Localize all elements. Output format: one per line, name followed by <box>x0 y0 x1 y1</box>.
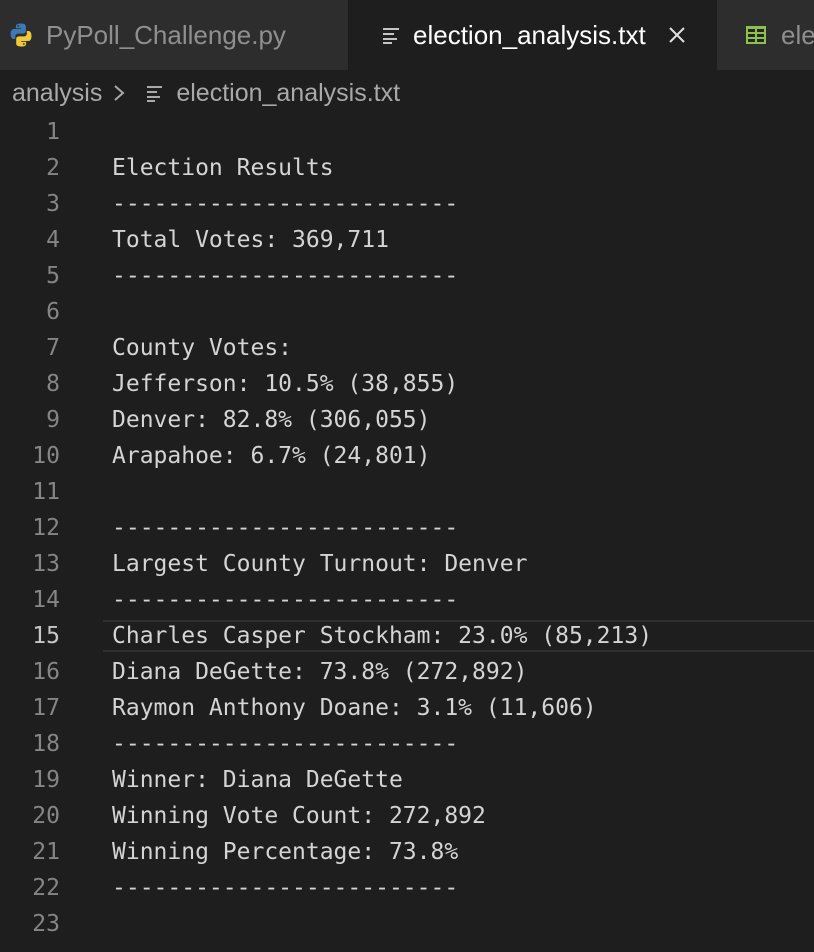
tab-label: election_analysis.txt <box>413 19 646 50</box>
line-text: Denver: 82.8% (306,055) <box>112 407 431 433</box>
line-text: Largest County Turnout: Denver <box>112 551 528 577</box>
text-file-icon <box>383 28 399 44</box>
line-number: 18 <box>32 731 60 757</box>
line-text: Total Votes: 369,711 <box>112 227 389 253</box>
editor-line: 11 <box>0 474 814 510</box>
line-text: Winner: Diana DeGette <box>112 767 403 793</box>
editor-line: 4 Total Votes: 369,711 <box>0 222 814 258</box>
line-text: ------------------------- <box>112 731 459 757</box>
editor-line-active: 15 Charles Casper Stockham: 23.0% (85,213… <box>0 618 814 654</box>
line-number: 11 <box>32 479 60 505</box>
editor-line: 3 ------------------------- <box>0 186 814 222</box>
line-number: 3 <box>46 191 60 217</box>
line-text: Diana DeGette: 73.8% (272,892) <box>112 659 528 685</box>
tab-bar: PyPoll_Challenge.py election_analysis.tx… <box>0 0 814 70</box>
editor-line: 12 ------------------------- <box>0 510 814 546</box>
line-number: 1 <box>46 119 60 145</box>
line-text: ------------------------- <box>112 515 459 541</box>
line-number: 19 <box>32 767 60 793</box>
line-number: 14 <box>32 587 60 613</box>
line-number: 8 <box>46 371 60 397</box>
editor-line: 14 ------------------------- <box>0 582 814 618</box>
editor-line: 2 Election Results <box>0 150 814 186</box>
line-number: 15 <box>32 623 60 649</box>
editor-line: 17 Raymon Anthony Doane: 3.1% (11,606) <box>0 690 814 726</box>
line-text: Jefferson: 10.5% (38,855) <box>112 371 459 397</box>
editor-line: 16 Diana DeGette: 73.8% (272,892) <box>0 654 814 690</box>
breadcrumb: analysis election_analysis.txt <box>0 70 814 116</box>
editor-line: 5 ------------------------- <box>0 258 814 294</box>
line-text: Raymon Anthony Doane: 3.1% (11,606) <box>112 695 597 721</box>
line-text: ------------------------- <box>112 191 459 217</box>
line-number: 21 <box>32 839 60 865</box>
csv-table-icon <box>746 26 766 44</box>
line-text: Winning Percentage: 73.8% <box>112 839 459 865</box>
editor-line: 18 ------------------------- <box>0 726 814 762</box>
line-number: 12 <box>32 515 60 541</box>
line-number: 6 <box>46 299 60 325</box>
editor-line: 21 Winning Percentage: 73.8% <box>0 834 814 870</box>
editor[interactable]: 1 2 Election Results 3 -------------------… <box>0 114 814 952</box>
tab-label: PyPoll_Challenge.py <box>46 19 286 50</box>
line-number: 16 <box>32 659 60 685</box>
line-number: 5 <box>46 263 60 289</box>
editor-line: 19 Winner: Diana DeGette <box>0 762 814 798</box>
line-number: 17 <box>32 695 60 721</box>
editor-line: 7 County Votes: <box>0 330 814 366</box>
line-number: 20 <box>32 803 60 829</box>
line-text: County Votes: <box>112 335 293 361</box>
editor-line: 20 Winning Vote Count: 272,892 <box>0 798 814 834</box>
line-text: Election Results <box>112 155 334 181</box>
python-icon <box>10 23 32 47</box>
editor-line: 22 ------------------------- <box>0 870 814 906</box>
line-number: 2 <box>46 155 60 181</box>
line-number: 22 <box>32 875 60 901</box>
line-number: 9 <box>46 407 60 433</box>
editor-line: 6 <box>0 294 814 330</box>
editor-line: 13 Largest County Turnout: Denver <box>0 546 814 582</box>
line-number: 23 <box>32 911 60 937</box>
editor-line: 10 Arapahoe: 6.7% (24,801) <box>0 438 814 474</box>
line-text: Charles Casper Stockham: 23.0% (85,213) <box>112 623 653 649</box>
tab-election-analysis[interactable]: election_analysis.txt <box>349 0 717 70</box>
line-number: 13 <box>32 551 60 577</box>
editor-line: 8 Jefferson: 10.5% (38,855) <box>0 366 814 402</box>
tab-divider <box>348 0 349 70</box>
chevron-right-icon <box>114 85 125 101</box>
current-line-highlight <box>103 620 814 652</box>
tab-label: election_results.csv <box>781 19 814 50</box>
breadcrumb-file[interactable]: election_analysis.txt <box>176 78 401 107</box>
line-number: 4 <box>46 227 60 253</box>
editor-line: 1 <box>0 114 814 150</box>
text-file-icon <box>147 85 163 102</box>
tab-pypoll-challenge[interactable]: PyPoll_Challenge.py <box>0 0 349 70</box>
line-text: ------------------------- <box>112 875 459 901</box>
line-number: 10 <box>32 443 60 469</box>
line-text: Winning Vote Count: 272,892 <box>112 803 486 829</box>
breadcrumb-folder[interactable]: analysis <box>12 78 103 107</box>
editor-line: 9 Denver: 82.8% (306,055) <box>0 402 814 438</box>
tab-election-results[interactable]: election_results.csv <box>717 0 814 70</box>
close-icon[interactable] <box>668 26 686 44</box>
editor-line: 23 <box>0 906 814 942</box>
line-number: 7 <box>46 335 60 361</box>
line-text: ------------------------- <box>112 587 459 613</box>
line-text: Arapahoe: 6.7% (24,801) <box>112 443 431 469</box>
line-text: ------------------------- <box>112 263 459 289</box>
